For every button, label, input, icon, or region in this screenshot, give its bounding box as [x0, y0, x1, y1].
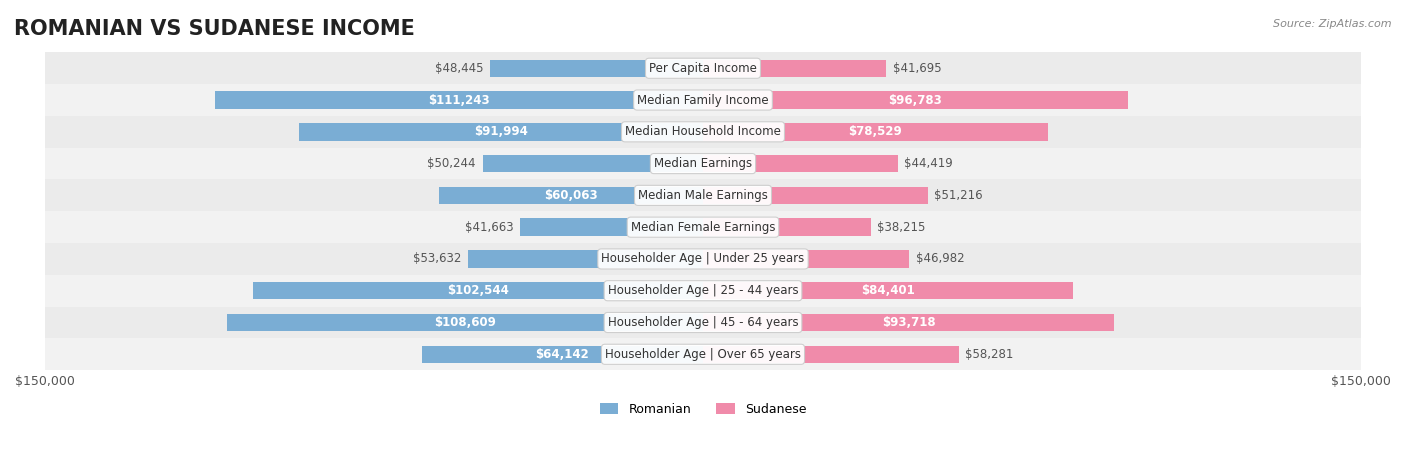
Text: $51,216: $51,216: [934, 189, 983, 202]
Text: $84,401: $84,401: [862, 284, 915, 297]
Bar: [45, 84, 1361, 116]
Bar: [440, 187, 703, 204]
Text: $41,695: $41,695: [893, 62, 941, 75]
Bar: [703, 314, 1114, 331]
Text: $41,663: $41,663: [465, 221, 513, 234]
Bar: [215, 91, 703, 109]
Text: $93,718: $93,718: [882, 316, 935, 329]
Bar: [482, 155, 703, 172]
Bar: [45, 148, 1361, 179]
Bar: [226, 314, 703, 331]
Text: $48,445: $48,445: [436, 62, 484, 75]
Text: $38,215: $38,215: [877, 221, 925, 234]
Text: Median Family Income: Median Family Income: [637, 93, 769, 106]
Text: $78,529: $78,529: [848, 125, 903, 138]
Bar: [703, 155, 898, 172]
Text: Median Female Earnings: Median Female Earnings: [631, 221, 775, 234]
Bar: [45, 243, 1361, 275]
Bar: [703, 282, 1073, 299]
Text: Median Earnings: Median Earnings: [654, 157, 752, 170]
Bar: [491, 59, 703, 77]
Text: Median Household Income: Median Household Income: [626, 125, 780, 138]
Text: Median Male Earnings: Median Male Earnings: [638, 189, 768, 202]
Text: $44,419: $44,419: [904, 157, 953, 170]
Bar: [299, 123, 703, 141]
Bar: [45, 339, 1361, 370]
Text: $58,281: $58,281: [966, 348, 1014, 361]
Text: $46,982: $46,982: [915, 253, 965, 265]
Text: $60,063: $60,063: [544, 189, 598, 202]
Bar: [45, 275, 1361, 307]
Text: $50,244: $50,244: [427, 157, 477, 170]
Text: $53,632: $53,632: [413, 253, 461, 265]
Bar: [703, 123, 1047, 141]
Bar: [703, 91, 1128, 109]
Bar: [45, 52, 1361, 84]
Text: $102,544: $102,544: [447, 284, 509, 297]
Bar: [703, 187, 928, 204]
Bar: [520, 219, 703, 236]
Text: Householder Age | Under 25 years: Householder Age | Under 25 years: [602, 253, 804, 265]
Text: Householder Age | Over 65 years: Householder Age | Over 65 years: [605, 348, 801, 361]
Bar: [253, 282, 703, 299]
Bar: [45, 211, 1361, 243]
Text: Per Capita Income: Per Capita Income: [650, 62, 756, 75]
Text: $91,994: $91,994: [474, 125, 529, 138]
Bar: [468, 250, 703, 268]
Bar: [703, 59, 886, 77]
Text: $108,609: $108,609: [434, 316, 496, 329]
Text: $96,783: $96,783: [889, 93, 942, 106]
Bar: [703, 219, 870, 236]
Bar: [703, 346, 959, 363]
Bar: [422, 346, 703, 363]
Text: $64,142: $64,142: [536, 348, 589, 361]
Text: Householder Age | 25 - 44 years: Householder Age | 25 - 44 years: [607, 284, 799, 297]
Legend: Romanian, Sudanese: Romanian, Sudanese: [595, 398, 811, 421]
Text: $111,243: $111,243: [429, 93, 489, 106]
Text: ROMANIAN VS SUDANESE INCOME: ROMANIAN VS SUDANESE INCOME: [14, 19, 415, 39]
Bar: [703, 250, 910, 268]
Text: Source: ZipAtlas.com: Source: ZipAtlas.com: [1274, 19, 1392, 28]
Bar: [45, 179, 1361, 211]
Bar: [45, 307, 1361, 339]
Text: Householder Age | 45 - 64 years: Householder Age | 45 - 64 years: [607, 316, 799, 329]
Bar: [45, 116, 1361, 148]
